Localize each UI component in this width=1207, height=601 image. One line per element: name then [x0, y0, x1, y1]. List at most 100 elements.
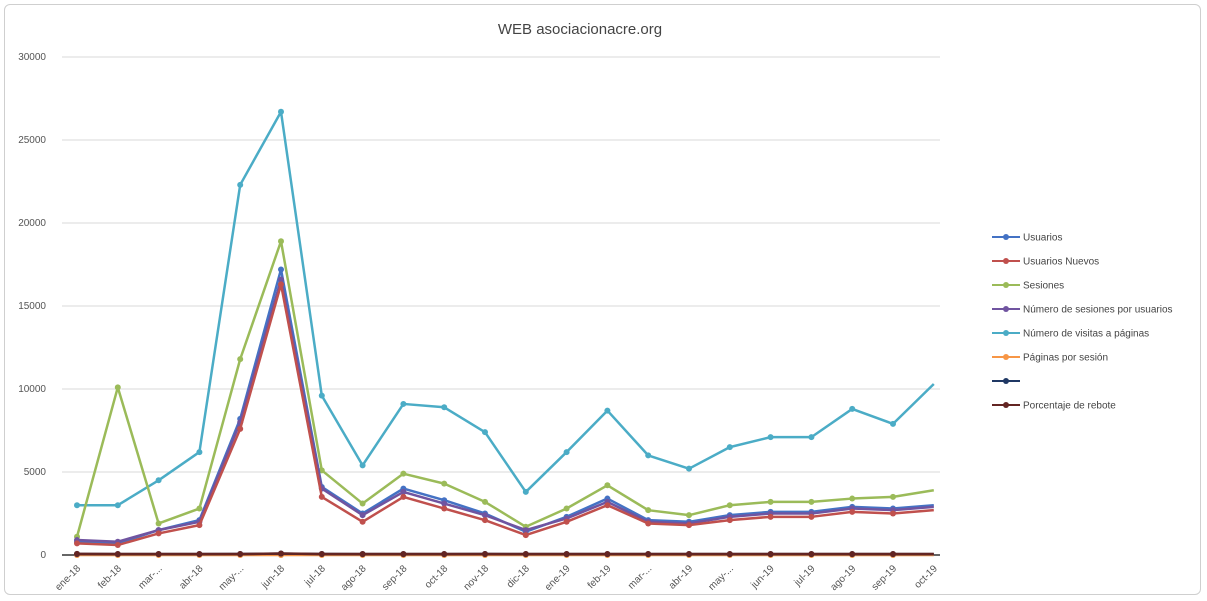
data-point	[114, 384, 121, 391]
data-point	[522, 532, 529, 539]
data-point	[604, 407, 611, 414]
data-point	[359, 462, 366, 469]
data-point	[645, 520, 652, 527]
data-point	[278, 238, 284, 245]
x-tick-label: may-...	[707, 563, 736, 592]
data-point	[359, 551, 366, 558]
data-point	[441, 404, 448, 411]
y-tick-label: 5000	[24, 467, 47, 478]
data-point	[237, 356, 244, 363]
data-point	[563, 449, 570, 456]
data-point	[318, 467, 325, 474]
data-point	[522, 551, 529, 558]
data-point	[359, 500, 366, 507]
legend-marker	[1003, 402, 1009, 408]
data-point	[196, 505, 203, 512]
x-tick-label: oct-18	[423, 563, 451, 591]
x-tick-label: may-...	[217, 563, 246, 592]
data-point	[278, 281, 284, 288]
x-tick-label: oct-19	[912, 563, 940, 591]
gridlines	[62, 56, 940, 473]
data-point	[482, 429, 488, 436]
data-point	[400, 493, 407, 500]
data-point	[767, 551, 774, 558]
data-point	[890, 420, 896, 427]
data-point	[318, 551, 325, 558]
data-point	[849, 495, 856, 502]
data-point	[74, 540, 80, 547]
data-point	[604, 482, 611, 489]
x-tick-label: ene-19	[543, 563, 573, 593]
x-axis: ene-18 feb-18 mar-... abr-18 may-... jun-18 ju…	[53, 554, 940, 593]
data-point	[196, 551, 203, 558]
x-tick-label: feb-19	[586, 563, 614, 591]
y-tick-label: 20000	[18, 218, 46, 229]
x-tick-label: abr-19	[667, 563, 696, 592]
data-point	[74, 550, 80, 557]
data-point	[522, 488, 529, 495]
data-point	[318, 493, 325, 500]
x-tick-label: mar-...	[137, 563, 165, 591]
data-point	[155, 530, 162, 537]
data-point	[155, 551, 162, 558]
data-point	[522, 527, 529, 534]
x-tick-label: jun-19	[749, 563, 777, 591]
data-point	[114, 502, 121, 509]
x-tick-label: jul-18	[302, 563, 328, 589]
data-point	[482, 512, 488, 519]
legend-label: Número de visitas a páginas	[1023, 329, 1149, 340]
data-point	[563, 505, 570, 512]
data-point	[278, 266, 284, 273]
data-point	[890, 493, 896, 500]
data-point	[441, 480, 448, 487]
data-point	[686, 512, 692, 519]
x-tick-label: ago-18	[339, 563, 369, 593]
x-tick-label: jul-19	[792, 563, 818, 589]
data-point	[686, 551, 692, 558]
data-point	[114, 542, 121, 549]
series-line	[77, 110, 935, 507]
x-tick-label: nov-18	[462, 563, 492, 593]
data-point	[726, 502, 733, 509]
data-point	[767, 434, 774, 441]
x-tick-label: mar-...	[626, 563, 654, 591]
data-point	[400, 488, 407, 495]
y-tick-label: 0	[40, 550, 46, 561]
data-point	[237, 425, 244, 432]
legend-label: Sesiones	[1023, 281, 1064, 292]
data-point	[604, 502, 611, 509]
x-tick-label: sep-18	[380, 563, 410, 593]
legend-label: Porcentaje de rebote	[1023, 401, 1116, 412]
data-point	[849, 508, 856, 515]
legend-marker	[1003, 378, 1009, 384]
data-point	[604, 551, 611, 558]
legend: Usuarios Usuarios Nuevos Sesiones Número de…	[992, 233, 1173, 412]
data-point	[645, 551, 652, 558]
legend-marker	[1003, 330, 1009, 336]
data-point	[482, 551, 488, 558]
data-point	[278, 550, 284, 557]
data-point	[686, 522, 692, 529]
data-point	[726, 551, 733, 558]
y-tick-label: 30000	[18, 52, 46, 63]
data-point	[482, 498, 488, 505]
series-line	[76, 283, 934, 547]
legend-marker	[1003, 354, 1009, 360]
data-point	[155, 520, 162, 527]
data-point	[400, 470, 407, 477]
legend-label: Usuarios Nuevos	[1023, 257, 1099, 268]
data-point	[237, 181, 244, 188]
x-tick-label: ago-19	[829, 563, 859, 593]
data-point	[441, 551, 448, 558]
data-point	[237, 551, 244, 558]
data-point	[563, 551, 570, 558]
data-point	[849, 551, 856, 558]
data-point	[849, 405, 856, 412]
data-point	[400, 400, 407, 407]
legend-marker	[1003, 306, 1009, 312]
y-tick-label: 10000	[18, 384, 46, 395]
data-point	[808, 513, 815, 520]
data-point	[645, 507, 652, 514]
plot-area	[74, 108, 935, 558]
data-point	[318, 392, 325, 399]
